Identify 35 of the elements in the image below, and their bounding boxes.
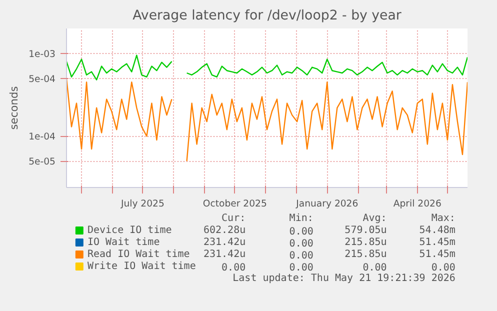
text: Last update: Thu May 21 19:21:39 2026: [232, 273, 456, 284]
text: 54.48m: [419, 225, 456, 236]
x-tick-label: January 2026: [295, 198, 358, 210]
text: 0.00: [431, 262, 456, 274]
text: 51.45m: [419, 249, 456, 260]
legend-label: Write IO Wait time: [87, 261, 196, 272]
x-tick-label: July 2025: [120, 198, 164, 210]
text: 0.00: [289, 238, 314, 250]
text: 215.85u: [344, 237, 387, 248]
text: 0.00: [362, 262, 387, 274]
text: 0.00: [289, 262, 314, 274]
y-tick-label: 1e-04: [28, 132, 56, 143]
text: 0.00: [289, 226, 314, 238]
text: 231.42u: [203, 237, 246, 248]
text: 0.00: [222, 262, 246, 274]
chart-title: Average latency for /dev/loop2 - by year: [132, 8, 402, 24]
x-tick-label: October 2025: [202, 198, 268, 210]
text: 579.05u: [344, 225, 387, 236]
text: Min:: [289, 213, 314, 224]
text: Cur:: [222, 213, 246, 224]
legend-label: Read IO Wait time: [87, 249, 190, 260]
text: 0.00: [289, 250, 314, 262]
text: Avg:: [362, 213, 387, 224]
legend-label: IO Wait time: [87, 237, 160, 248]
text: Max:: [431, 213, 456, 224]
y-tick-label: 1e-03: [28, 48, 56, 60]
text: 602.28u: [203, 225, 246, 236]
text: 51.45m: [419, 237, 456, 248]
text: 231.42u: [203, 249, 246, 260]
legend-label: Device IO time: [87, 225, 172, 236]
y-tick-label: 5e-04: [28, 74, 56, 85]
text: 215.85u: [344, 249, 387, 260]
x-tick-label: April 2026: [393, 198, 442, 210]
y-tick-label: 5e-05: [28, 156, 56, 168]
y-axis-title: seconds: [8, 86, 21, 130]
